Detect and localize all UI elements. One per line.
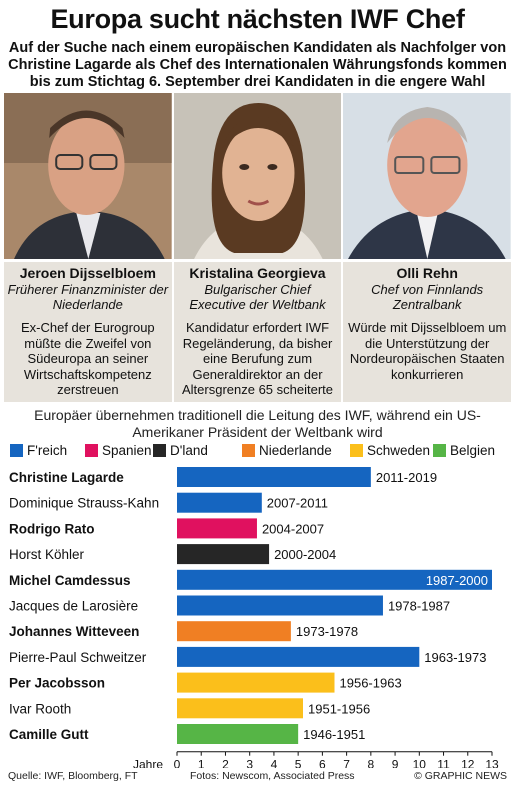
x-tick-label: 11 <box>437 758 450 768</box>
bar-period-label: 2007-2011 <box>267 496 328 511</box>
bar-name-label: Horst Köhler <box>9 547 85 562</box>
bar <box>177 646 420 667</box>
photo-rehn <box>343 93 512 259</box>
photo-dijsselbloem <box>4 93 172 259</box>
bar-name-label: Michel Camdessus <box>9 573 131 588</box>
bar <box>177 672 335 693</box>
bar-name-label: Jacques de Larosière <box>9 599 138 614</box>
bar-period-label: 1946-1951 <box>303 727 365 742</box>
chart-note: Europäer übernehmen traditionell die Lei… <box>34 407 481 440</box>
legend-item: D'land <box>153 443 208 458</box>
legend-swatch <box>350 444 363 457</box>
bar <box>177 621 291 642</box>
legend-item: Schweden <box>350 443 430 458</box>
page-subtitle: Auf der Suche nach einem europäischen Ka… <box>8 40 507 90</box>
candidate-role: Chef von Finnlands Zentralbank <box>371 282 484 312</box>
copyright: © GRAPHIC NEWS <box>414 770 507 782</box>
x-tick-label: 8 <box>368 758 375 768</box>
candidate-role: Bulgarischer Chief Executive der Weltban… <box>189 282 326 312</box>
legend-swatch <box>85 444 98 457</box>
bar-period-label: 1973-1978 <box>296 624 358 639</box>
bar-period-label: 1963-1973 <box>424 650 486 665</box>
legend-label: Belgien <box>450 443 496 458</box>
x-tick-label: 2 <box>222 758 229 768</box>
x-axis-label: Jahre <box>133 758 163 768</box>
x-tick-label: 1 <box>198 758 205 768</box>
legend-item: Belgien <box>433 443 495 458</box>
bar-period-label: 1951-1956 <box>308 701 370 716</box>
x-tick-label: 12 <box>461 758 475 768</box>
bar-name-label: Ivar Rooth <box>9 701 71 716</box>
x-tick-label: 10 <box>413 758 427 768</box>
bar <box>177 467 371 487</box>
photo-credits: Fotos: Newscom, Associated Press <box>190 770 355 782</box>
legend-item: F'reich <box>10 443 67 458</box>
legend-label: Niederlande <box>259 443 332 458</box>
legend-swatch <box>433 444 446 457</box>
legend-label: F'reich <box>27 443 68 458</box>
bar-period-label: 2000-2004 <box>274 547 336 562</box>
x-tick-label: 13 <box>485 758 499 768</box>
bar-name-label: Dominique Strauss-Kahn <box>9 496 159 511</box>
x-tick-label: 3 <box>246 758 253 768</box>
bar-period-label: 2004-2007 <box>262 521 324 536</box>
candidate-card: Jeroen Dijsselbloem Früherer Finanzminis… <box>4 262 172 402</box>
chart-legend: F'reich Spanien D'land Niederlande Schwe… <box>10 443 510 461</box>
x-tick-label: 4 <box>271 758 278 768</box>
source-note: Quelle: IWF, Bloomberg, FT <box>8 770 138 782</box>
bar-name-label: Camille Gutt <box>9 727 89 742</box>
bar-name-label: Pierre-Paul Schweitzer <box>9 650 147 665</box>
bar-name-label: Rodrigo Rato <box>9 521 95 536</box>
x-tick-label: 9 <box>392 758 399 768</box>
legend-label: D'land <box>170 443 208 458</box>
bar <box>177 569 492 590</box>
legend-label: Schweden <box>367 443 431 458</box>
bar <box>177 595 383 616</box>
photo-georgieva <box>173 93 342 259</box>
bar-period-label: 1987-2000 <box>426 573 488 588</box>
page-title: Europa sucht nächsten IWF Chef <box>50 4 465 34</box>
x-tick-label: 5 <box>295 758 302 768</box>
x-tick-label: 0 <box>174 758 181 768</box>
bar <box>177 544 270 565</box>
legend-swatch <box>153 444 166 457</box>
bar-period-label: 2011-2019 <box>376 470 437 485</box>
bar-period-label: 1978-1987 <box>388 599 450 614</box>
candidate-name: Jeroen Dijsselbloem <box>19 265 156 281</box>
candidate-card: Kristalina Georgieva Bulgarischer Chief … <box>173 262 342 402</box>
candidate-description: Würde mit Dijsselbloem um die Unterstütz… <box>348 320 507 382</box>
x-tick-label: 7 <box>343 758 350 768</box>
candidate-description: Ex-Chef der Eurogroup müßte die Zweifel … <box>20 320 155 397</box>
candidate-photos <box>4 93 512 259</box>
legend-item: Niederlande <box>242 443 332 458</box>
candidate-description: Kandidatur erfordert IWF Regeländerung, … <box>181 320 334 397</box>
bar-period-label: 1956-1963 <box>340 676 402 691</box>
bar-name-label: Christine Lagarde <box>9 470 124 485</box>
candidate-name: Kristalina Georgieva <box>189 265 326 281</box>
candidate-role: Früherer Finanzminister der Niederlande <box>7 282 169 312</box>
bar <box>177 518 257 539</box>
candidate-card: Olli Rehn Chef von Finnlands Zentralbank… <box>343 262 512 402</box>
bar <box>177 492 262 513</box>
imf-chiefs-bar-chart: Christine Lagarde 2011-2019 Dominique Stra… <box>9 467 499 768</box>
x-tick-label: 6 <box>319 758 326 768</box>
legend-item: Spanien <box>85 443 152 458</box>
bar <box>177 724 299 744</box>
bar-name-label: Per Jacobsson <box>9 676 105 691</box>
legend-swatch <box>10 444 23 457</box>
legend-swatch <box>242 444 255 457</box>
candidate-cards: Jeroen Dijsselbloem Früherer Finanzminis… <box>4 262 512 402</box>
legend-label: Spanien <box>102 443 152 458</box>
bar-name-label: Johannes Witteveen <box>9 624 139 639</box>
bar <box>177 698 303 719</box>
candidate-name: Olli Rehn <box>396 265 458 281</box>
